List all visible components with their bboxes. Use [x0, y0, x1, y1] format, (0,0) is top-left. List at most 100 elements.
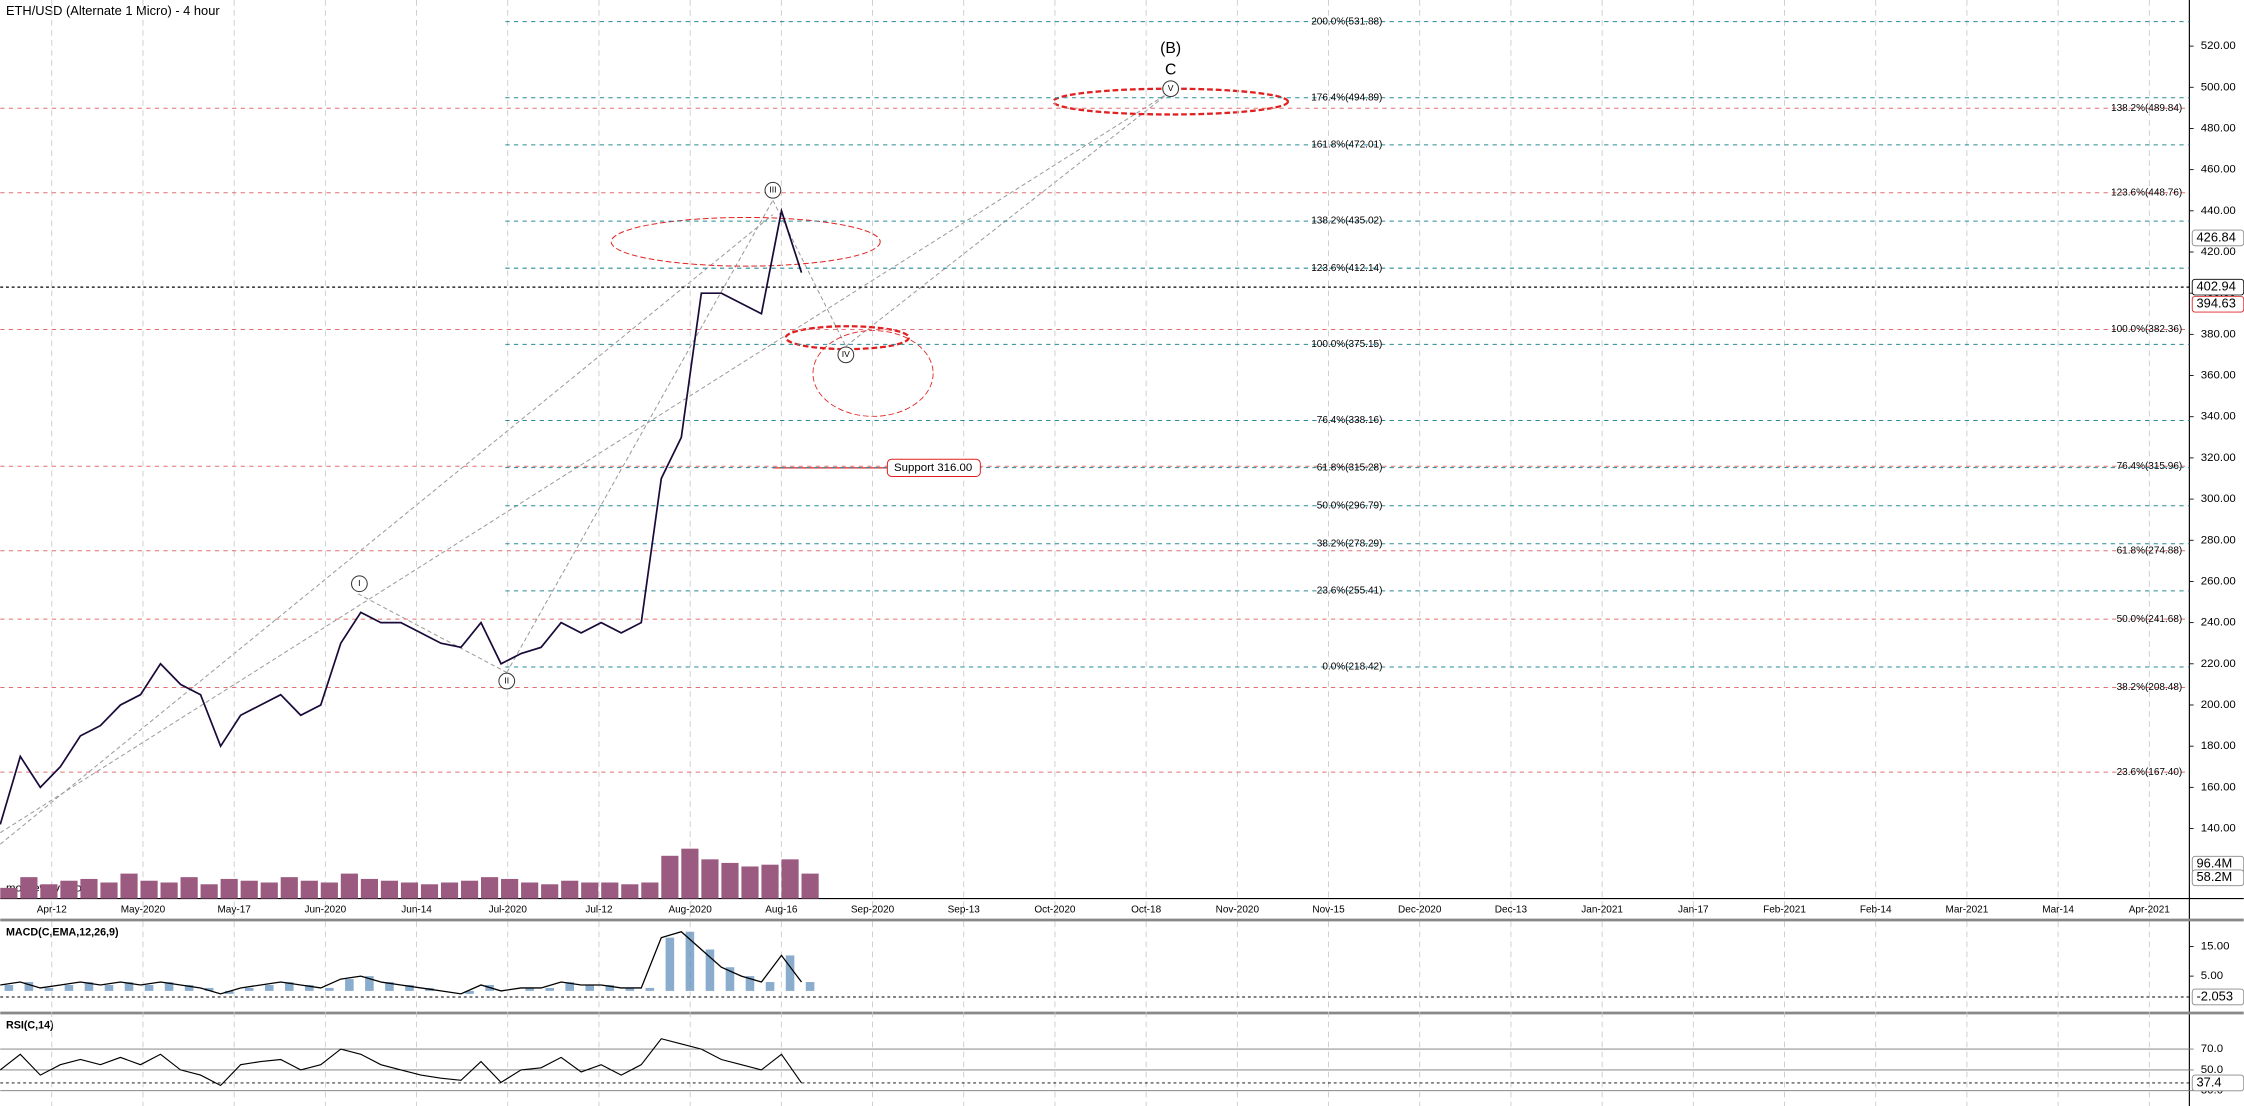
volume-bar [160, 882, 178, 899]
x-tick-label: Feb-2021 [1763, 905, 1806, 916]
y-tick-label: 140.00 [2201, 823, 2236, 835]
macd-histogram [144, 984, 154, 991]
volume-bar [721, 862, 739, 899]
x-tick-label: Dec-2020 [1398, 905, 1442, 916]
y-tick-label: 340.00 [2201, 411, 2236, 423]
macd-histogram [204, 987, 214, 991]
macd-histogram [745, 976, 755, 991]
trend-lines [0, 91, 1171, 845]
fib-level-label: 23.6%(167.40) [2117, 767, 2183, 778]
macd-histogram [725, 967, 735, 991]
macd-histogram [585, 984, 595, 991]
x-tick-label: Jan-2021 [1581, 905, 1623, 916]
macd-histogram [24, 982, 34, 991]
macd-histogram [705, 949, 715, 991]
volume-bar [240, 880, 258, 899]
volume-bar [641, 882, 659, 899]
macd-histogram [325, 987, 334, 991]
volume-bar [481, 877, 499, 899]
fib-level-label: 76.4%(315.96) [2117, 461, 2183, 472]
wave-label: C [1165, 61, 1176, 78]
volume-bar [260, 882, 278, 899]
support-label: Support 316.00 [894, 462, 972, 474]
fib-level-label: 0.0%(218.42) [1322, 662, 1382, 673]
y-tick-label: 420.00 [2201, 246, 2236, 258]
volume-bar [400, 882, 419, 899]
x-tick-label: May-17 [217, 905, 251, 916]
volume-bar [741, 866, 759, 899]
macd-histogram [124, 982, 134, 991]
fib-level-label: 61.8%(274.88) [2117, 545, 2183, 556]
price-tag: 426.84 [2197, 229, 2236, 244]
volume-bar [420, 884, 439, 899]
x-tick-label: Aug-2020 [668, 905, 712, 916]
volume-bar [280, 877, 298, 899]
x-tick-label: Oct-18 [1131, 905, 1161, 916]
macd-histogram [645, 987, 655, 991]
volume-bar [380, 880, 399, 899]
macd-line [0, 931, 803, 995]
x-tick-label: Jan-17 [1678, 905, 1709, 916]
volume-bar [40, 884, 58, 899]
price-tag: 402.94 [2197, 279, 2236, 294]
macd-histogram [244, 987, 254, 991]
macd-histogram [685, 931, 695, 991]
volume-bar [541, 884, 559, 899]
macd-histogram [625, 987, 635, 991]
fib-level-label: 100.0%(375.15) [1311, 339, 1382, 350]
volume-bar [601, 882, 619, 899]
macd-histogram [264, 984, 274, 991]
x-tick-label: Oct-2020 [1034, 905, 1076, 916]
fib-level-label: 123.6%(412.14) [1311, 263, 1382, 274]
macd-histogram [4, 984, 14, 991]
volume-bar [20, 877, 38, 899]
macd-histogram [525, 987, 534, 991]
volume-bar [501, 878, 519, 899]
wave-circle [351, 575, 368, 593]
x-tick-label: Aug-16 [765, 905, 798, 916]
volume-bar [60, 880, 78, 899]
fib-level-label: 61.8%(315.28) [1317, 462, 1383, 473]
wave-label: V [1168, 83, 1174, 93]
y-tick-label: 320.00 [2201, 452, 2236, 464]
wave-circle [498, 672, 516, 690]
x-tick-label: Jul-12 [585, 905, 613, 916]
x-tick-label: Jun-2020 [305, 905, 347, 916]
panel-title: RSI(C,14) [6, 1020, 54, 1032]
wave-label: III [769, 185, 776, 195]
rsi-line [0, 1038, 802, 1087]
volume-bar [701, 859, 719, 899]
y-tick-label: 180.00 [2201, 740, 2236, 752]
volume-bar [761, 864, 779, 899]
price-tag: 394.63 [2197, 296, 2236, 311]
x-tick-label: Sep-13 [948, 905, 981, 916]
macd-histogram [44, 987, 54, 991]
volume-bar [200, 884, 218, 899]
x-tick-label: Jun-14 [401, 905, 432, 916]
wave-circle [837, 346, 855, 364]
fib-level-label: 38.2%(208.48) [2117, 682, 2183, 693]
fib-level-label: 123.6%(448.76) [2111, 187, 2182, 198]
volume-bar [180, 877, 198, 899]
y-tick-label: 220.00 [2201, 658, 2236, 670]
volume-bar [581, 882, 599, 899]
volume-bar [340, 873, 358, 899]
y-tick-label: 240.00 [2201, 617, 2236, 629]
wave-label: (B) [1160, 40, 1181, 57]
x-tick-label: May-2020 [121, 905, 166, 916]
fib-level-label: 161.8%(472.01) [1311, 140, 1382, 151]
volume-bar [801, 873, 819, 899]
volume-bar [0, 887, 18, 899]
volume-bar [320, 882, 338, 899]
macd-histogram [785, 955, 795, 991]
x-tick-label: Apr-12 [37, 905, 67, 916]
macd-histogram [284, 982, 294, 991]
fib-level-label: 138.2%(489.84) [2111, 103, 2182, 114]
macd-histogram [805, 982, 815, 991]
y-tick-label: 380.00 [2201, 328, 2236, 340]
y-tick-label: 500.00 [2201, 81, 2236, 93]
macd-histogram [405, 984, 414, 991]
volume-bar [140, 880, 158, 899]
